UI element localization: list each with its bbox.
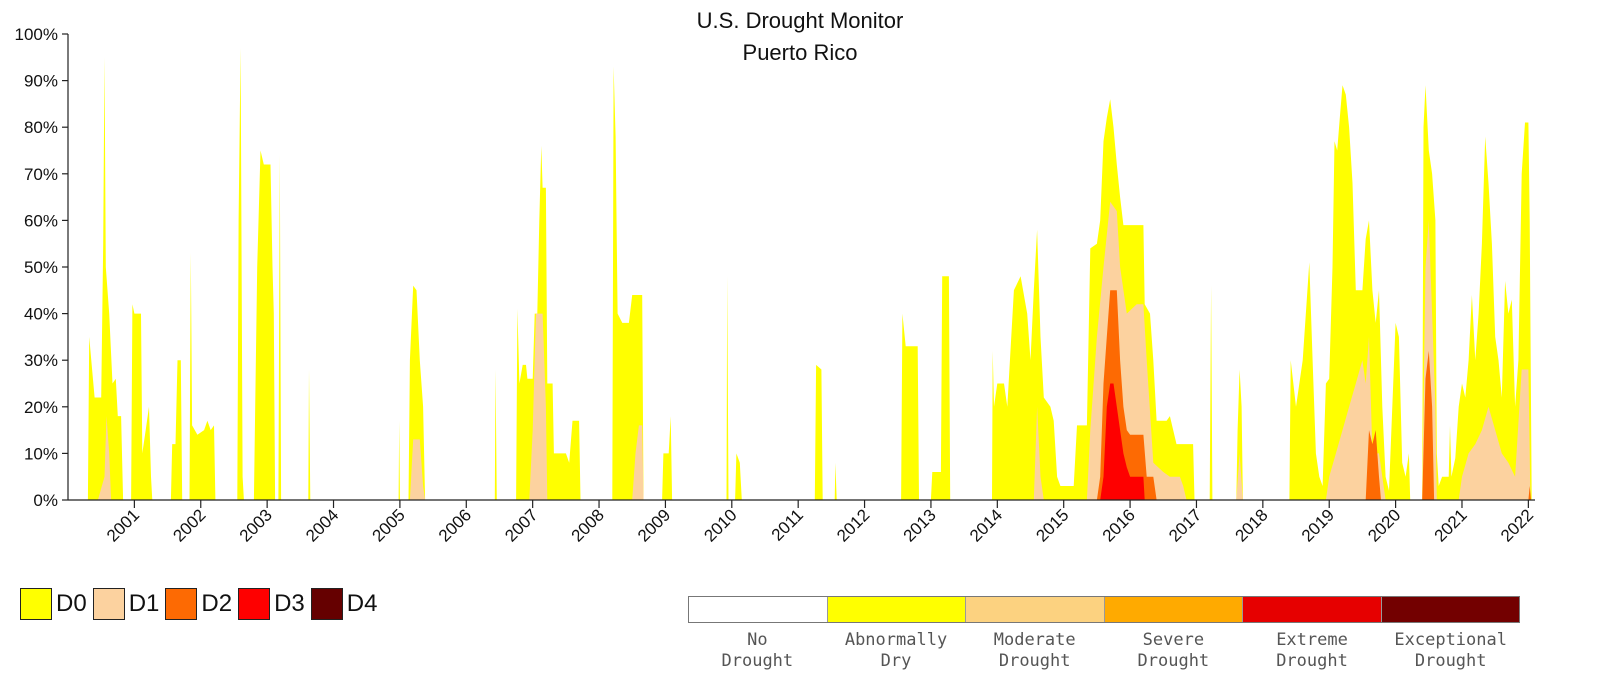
y-tick-label: 0% [33,491,58,510]
x-tick-label: 2006 [435,505,475,545]
x-tick-label: 2019 [1298,505,1338,545]
x-tick-label: 2005 [369,505,409,545]
legend-swatch [238,588,271,620]
legend-swatch [20,588,52,620]
x-tick-label: 2017 [1165,505,1205,545]
y-tick-label: 20% [24,398,58,417]
x-tick-label: 2018 [1231,505,1271,545]
scale-cell [1242,597,1381,622]
x-tick-label: 2015 [1032,505,1072,545]
x-tick-label: 2014 [966,505,1006,545]
legend-label: D0 [56,590,87,617]
x-tick-label: 2013 [900,505,940,545]
series-area-d3 [1100,383,1145,500]
x-tick-label: 2012 [833,505,873,545]
scale-cell [826,597,965,622]
legend-item-d1: D1 [92,588,162,620]
legend-swatch [310,588,343,620]
legend-label: D4 [346,590,378,617]
legend-swatch [92,588,125,620]
y-tick-label: 100% [15,25,58,44]
scale-cell [689,597,827,622]
intensity-scale-bar [688,596,1520,623]
x-tick-label: 2011 [768,505,807,544]
y-tick-label: 80% [24,118,58,137]
x-tick-label: 2008 [568,505,608,545]
y-tick-label: 10% [24,444,58,463]
y-tick-label: 60% [24,211,58,230]
legend-item-d0: D0 [20,588,89,620]
scale-cell [1380,597,1519,622]
x-tick-label: 2003 [236,505,276,545]
y-tick-label: 90% [24,72,58,91]
x-tick-label: 2009 [634,505,674,545]
scale-label: No Drought [721,630,794,671]
x-tick-label: 2010 [700,505,740,545]
x-tick-label: 2022 [1497,505,1537,545]
legend-label: D2 [201,590,233,617]
x-tick-label: 2021 [1431,505,1471,545]
legend-swatch [165,588,198,620]
legend-item-d2: D2 [165,588,234,620]
y-tick-label: 70% [24,165,58,184]
x-tick-label: 2016 [1099,505,1139,545]
category-legend: D0 D1 D2 D3 D4 [20,588,383,620]
x-tick-label: 2004 [302,505,342,545]
x-tick-label: 2001 [103,505,143,545]
legend-item-d3: D3 [238,588,307,620]
y-tick-label: 40% [24,305,58,324]
x-tick-label: 2020 [1364,505,1404,545]
chart-subtitle: Puerto Rico [742,40,858,65]
scale-label: Moderate Drought [993,630,1076,671]
intensity-scale-labels: No Drought Abnormally Dry Moderate Drought… [688,630,1520,672]
legend-item-d4: D4 [310,588,380,620]
scale-label: Abnormally Dry [844,630,948,671]
legend-label: D3 [274,590,305,617]
scale-label: Exceptional Drought [1394,630,1507,671]
series-area-d0 [87,48,1532,500]
x-tick-label: 2007 [501,505,541,545]
y-tick-label: 50% [24,258,58,277]
chart-title: U.S. Drought Monitor [696,8,904,33]
scale-cell [1103,597,1242,622]
y-tick-label: 30% [24,351,58,370]
legend-label: D1 [128,590,160,617]
scale-cell [965,597,1104,622]
scale-label: Severe Drought [1137,630,1210,671]
scale-label: Extreme Drought [1276,630,1348,671]
x-tick-label: 2002 [169,505,209,545]
